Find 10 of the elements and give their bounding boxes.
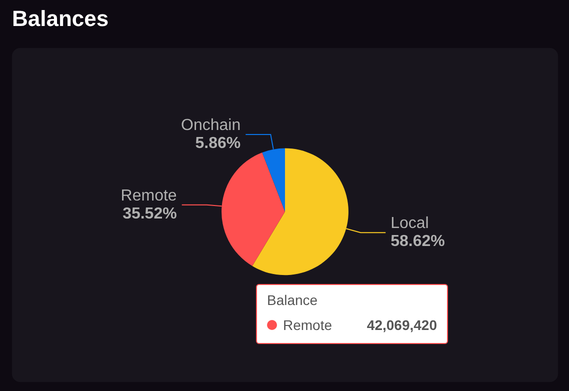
slice-label: Local (390, 215, 429, 232)
data-label: 35.52% (122, 205, 177, 222)
data-label: 58.62% (390, 233, 445, 250)
text: Balance (267, 292, 318, 308)
text: Remote (283, 317, 332, 333)
data-label: 5.86% (195, 135, 241, 152)
slice-label: Onchain (181, 117, 241, 134)
text: 42,069,420 (366, 317, 437, 333)
chart-title: Balances (12, 6, 109, 32)
slice-label: Remote (120, 187, 177, 204)
